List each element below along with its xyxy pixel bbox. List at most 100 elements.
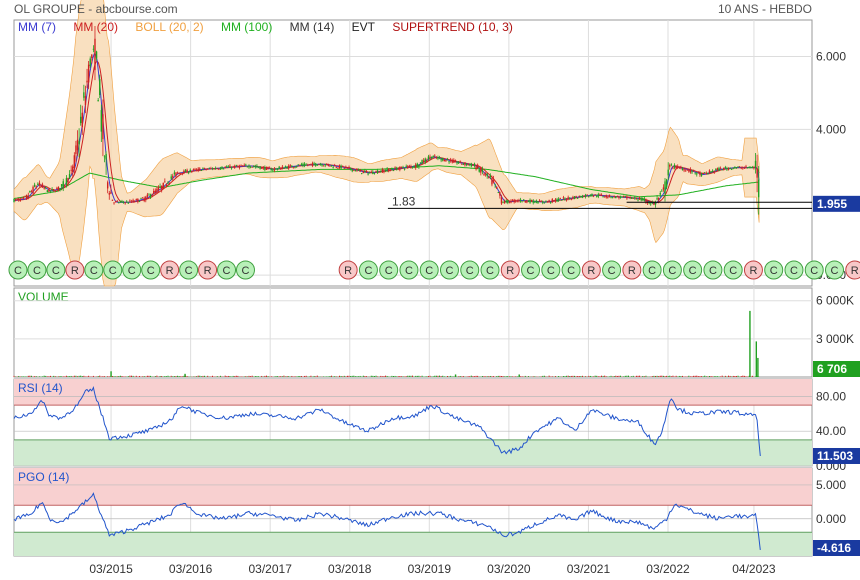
candle-body — [756, 168, 758, 178]
candle-body — [522, 199, 525, 201]
candle-body — [484, 173, 487, 175]
buy-signal-marker — [521, 260, 541, 280]
legend-supertrend[interactable]: SUPERTREND (10, 3) — [392, 20, 513, 34]
candle-body — [175, 172, 177, 176]
signal-marker-label: C — [33, 265, 41, 277]
candle-body — [154, 190, 157, 193]
candle-body — [275, 168, 277, 169]
candle-body — [486, 173, 488, 177]
candle-body — [527, 201, 530, 203]
candle-body — [159, 186, 161, 188]
candle-body — [734, 166, 736, 169]
candle-body — [462, 163, 465, 165]
candle-body — [184, 170, 187, 173]
candle-body — [97, 99, 99, 102]
candle-body — [170, 176, 172, 179]
candle-body — [287, 165, 290, 169]
candle-body — [442, 158, 444, 161]
candle-body — [673, 164, 676, 168]
candle-body — [354, 170, 357, 172]
candle-body — [708, 170, 711, 173]
legend-mm7[interactable]: MM (7) — [18, 20, 56, 34]
legend-mm14[interactable]: MM (14) — [289, 20, 335, 34]
price-panel-frame — [13, 19, 813, 287]
candle-body — [191, 170, 193, 172]
candle-body — [29, 190, 31, 192]
candle-body — [265, 166, 268, 170]
candle-body — [192, 169, 195, 171]
x-tick-label: 04/2023 — [732, 562, 776, 576]
candle-body — [229, 165, 231, 168]
candle-body — [718, 167, 720, 171]
signal-marker-label: C — [668, 265, 676, 277]
candle-body — [457, 162, 460, 164]
candle-body — [643, 198, 646, 201]
candle-body — [307, 164, 309, 166]
candle-body — [705, 172, 707, 174]
pgo-y-tick-label: 5.000 — [816, 478, 846, 492]
candle-body — [367, 173, 369, 175]
candle-body — [738, 166, 741, 168]
candle-body — [588, 196, 590, 198]
legend-boll[interactable]: BOLL (20, 2) — [135, 20, 204, 34]
candle-body — [102, 114, 104, 140]
chart-title: OL GROUPE - abcbourse.com — [14, 2, 178, 16]
candle-body — [661, 190, 663, 192]
candle-body — [305, 164, 307, 166]
buy-signal-marker — [683, 260, 703, 280]
candle-body — [403, 168, 406, 170]
last-price-badge — [813, 195, 860, 212]
candle-body — [140, 198, 142, 199]
candle-body — [22, 197, 25, 199]
candle-body — [388, 168, 390, 172]
legend-mm100[interactable]: MM (100) — [220, 20, 273, 34]
candle-body — [556, 199, 558, 202]
candle-body — [383, 170, 385, 173]
candle-body — [278, 166, 280, 169]
candle-body — [295, 166, 298, 168]
candle-body — [219, 167, 222, 170]
buy-signal-marker — [804, 260, 824, 280]
candle-body — [611, 197, 614, 199]
candle-body — [748, 167, 750, 168]
candle-body — [707, 173, 709, 175]
sell-signal-marker — [581, 260, 601, 280]
candle-body — [349, 168, 352, 170]
candle-body — [427, 156, 430, 160]
candle-body — [195, 169, 198, 171]
candle-body — [465, 163, 468, 165]
candle-body — [407, 166, 409, 168]
candle-body — [213, 168, 215, 170]
candle-body — [648, 202, 650, 204]
signal-marker-label: R — [749, 265, 757, 277]
candle-body — [561, 199, 563, 201]
signal-marker-label: C — [185, 265, 193, 277]
candle-body — [183, 170, 185, 174]
candle-body — [575, 196, 577, 198]
candle-body — [532, 200, 534, 203]
candle-body — [216, 168, 218, 170]
candle-body — [243, 164, 245, 166]
candle-body — [151, 195, 153, 197]
candle-body — [397, 168, 399, 170]
candle-body — [87, 64, 90, 83]
candle-body — [210, 168, 212, 170]
candle-body — [365, 171, 368, 172]
candle-body — [172, 175, 174, 178]
signal-marker-label: R — [628, 265, 636, 277]
candle-body — [516, 200, 519, 202]
legend-mm20[interactable]: MM (20) — [73, 20, 119, 34]
candle-body — [515, 200, 517, 202]
candle-body — [551, 199, 553, 203]
candle-body — [535, 200, 538, 203]
candle-body — [237, 165, 239, 167]
signal-marker-label: C — [770, 265, 778, 277]
candle-body — [205, 169, 207, 170]
legend-evt[interactable]: EVT — [351, 20, 376, 34]
candle-body — [145, 196, 147, 201]
candle-body — [584, 194, 587, 197]
candle-body — [226, 166, 228, 168]
candle-body — [92, 48, 95, 50]
candle-body — [176, 172, 179, 174]
candle-body — [372, 171, 374, 174]
